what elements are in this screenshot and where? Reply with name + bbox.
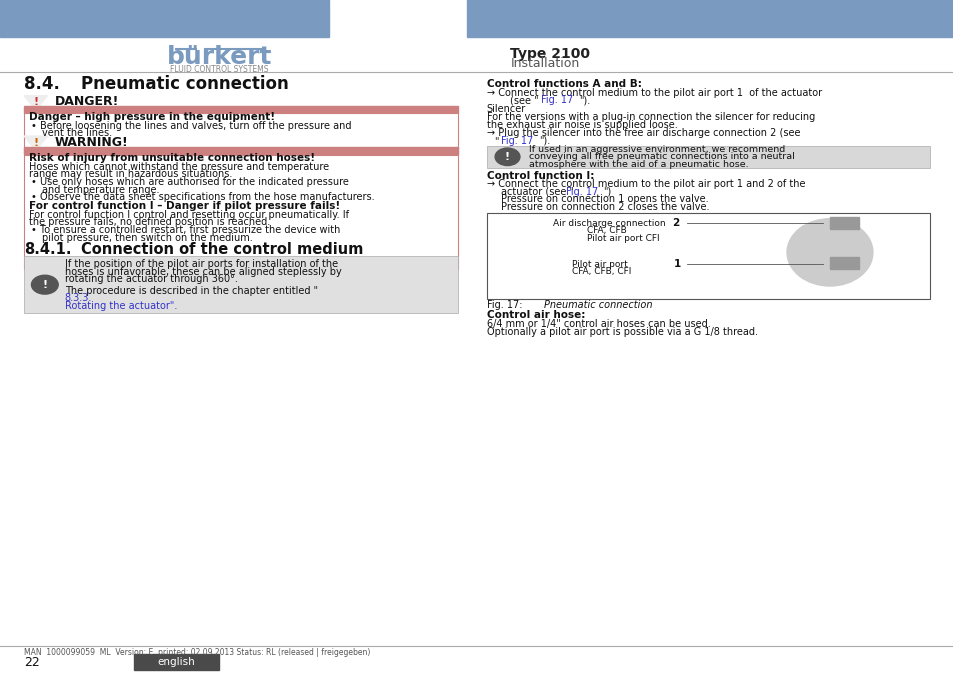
- Text: → Plug the silencer into the free air discharge connection 2 (see: → Plug the silencer into the free air di…: [486, 129, 800, 138]
- Bar: [24, 155, 457, 269]
- Text: the exhaust air noise is supplied loose.: the exhaust air noise is supplied loose.: [486, 120, 677, 129]
- Text: Fig. 17: Fig. 17: [500, 136, 533, 145]
- Text: → Connect the control medium to the pilot air port 1  of the actuator: → Connect the control medium to the pilo…: [486, 88, 821, 98]
- Text: Connection of the control medium: Connection of the control medium: [81, 242, 363, 256]
- Text: Pressure on connection 1 opens the valve.: Pressure on connection 1 opens the valve…: [500, 194, 708, 204]
- Bar: [486, 213, 929, 299]
- Text: Fig. 17:: Fig. 17:: [486, 300, 521, 310]
- Text: Pilot air port CFI: Pilot air port CFI: [586, 234, 659, 243]
- Text: If used in an aggressive environment, we recommend: If used in an aggressive environment, we…: [529, 145, 785, 154]
- Text: ": ": [494, 136, 498, 145]
- Text: Pneumatic connection: Pneumatic connection: [81, 75, 289, 93]
- Bar: [829, 257, 858, 269]
- Text: actuator (see ": actuator (see ": [500, 187, 574, 197]
- Text: Installation: Installation: [510, 57, 579, 71]
- Text: atmosphere with the aid of a pneumatic hose.: atmosphere with the aid of a pneumatic h…: [529, 160, 748, 169]
- Text: vent the lines.: vent the lines.: [42, 129, 112, 138]
- Text: For control function I – Danger if pilot pressure fails!: For control function I – Danger if pilot…: [29, 201, 339, 211]
- Text: Fig. 17: Fig. 17: [565, 187, 598, 197]
- Text: CFA, CFB: CFA, CFB: [586, 226, 626, 236]
- Text: Risk of injury from unsuitable connection hoses!: Risk of injury from unsuitable connectio…: [29, 153, 314, 163]
- Text: pilot pressure, then switch on the medium.: pilot pressure, then switch on the mediu…: [42, 233, 253, 242]
- Text: Hoses which cannot withstand the pressure and temperature: Hoses which cannot withstand the pressur…: [29, 162, 329, 172]
- Text: !: !: [33, 139, 38, 148]
- Text: conveying all free pneumatic connections into a neutral: conveying all free pneumatic connections…: [529, 152, 795, 162]
- Text: Control functions A and B:: Control functions A and B:: [486, 79, 640, 89]
- Text: english: english: [157, 658, 195, 667]
- Text: DANGER!: DANGER!: [54, 95, 118, 108]
- Text: !: !: [33, 98, 38, 107]
- Text: Control air hose:: Control air hose:: [486, 310, 584, 320]
- Text: Air discharge connection: Air discharge connection: [553, 219, 665, 228]
- Text: Optionally a pilot air port is possible via a G 1/8 thread.: Optionally a pilot air port is possible …: [486, 328, 757, 337]
- Text: Control function I:: Control function I:: [486, 172, 594, 181]
- Text: 8.3.3.: 8.3.3.: [65, 293, 92, 303]
- Bar: [24, 113, 457, 155]
- Text: CFA, CFB, CFI: CFA, CFB, CFI: [572, 267, 631, 277]
- Bar: [24, 106, 457, 113]
- Text: For control function I control and resetting occur pneumatically. If: For control function I control and reset…: [29, 210, 348, 219]
- Text: Pneumatic connection: Pneumatic connection: [543, 300, 652, 310]
- Bar: [0, 0, 329, 37]
- Text: !: !: [42, 280, 48, 289]
- Ellipse shape: [786, 219, 872, 286]
- Text: • Before loosening the lines and valves, turn off the pressure and: • Before loosening the lines and valves,…: [31, 121, 352, 131]
- Text: 2: 2: [672, 219, 679, 228]
- Circle shape: [495, 148, 519, 166]
- Text: range may result in hazardous situations.: range may result in hazardous situations…: [29, 170, 232, 179]
- Text: Rotating the actuator".: Rotating the actuator".: [65, 301, 177, 310]
- Text: 8.4.: 8.4.: [24, 75, 60, 93]
- Polygon shape: [24, 136, 48, 151]
- Text: "): "): [602, 187, 611, 197]
- Bar: [24, 147, 457, 154]
- Text: 6/4 mm or 1/4" control air hoses can be used.: 6/4 mm or 1/4" control air hoses can be …: [486, 320, 710, 329]
- Bar: [486, 146, 929, 168]
- Text: MAN  1000099059  ML  Version: E  printed: 02.09.2013 Status: RL (released | frei: MAN 1000099059 ML Version: E printed: 02…: [24, 648, 370, 658]
- Text: and temperature range.: and temperature range.: [42, 185, 159, 194]
- Polygon shape: [24, 96, 48, 110]
- Bar: [24, 256, 457, 313]
- Text: The procedure is described in the chapter entitled ": The procedure is described in the chapte…: [65, 286, 317, 295]
- Text: rotating the actuator through 360°.: rotating the actuator through 360°.: [65, 275, 237, 284]
- Text: the pressure fails, no defined position is reached.: the pressure fails, no defined position …: [29, 217, 270, 227]
- Text: → Connect the control medium to the pilot air port 1 and 2 of the: → Connect the control medium to the pilo…: [486, 180, 804, 189]
- Text: • To ensure a controlled restart, first pressurize the device with: • To ensure a controlled restart, first …: [31, 225, 340, 235]
- Text: ").: ").: [538, 136, 550, 145]
- Text: 8.4.1.: 8.4.1.: [24, 242, 71, 256]
- Text: 1: 1: [673, 260, 680, 269]
- Text: FLUID CONTROL SYSTEMS: FLUID CONTROL SYSTEMS: [170, 65, 269, 74]
- Text: WARNING!: WARNING!: [54, 136, 128, 149]
- Bar: [467, 0, 953, 37]
- Text: (see ": (see ": [510, 96, 538, 105]
- Text: Type 2100: Type 2100: [510, 47, 590, 61]
- Text: Fig. 17: Fig. 17: [540, 96, 573, 105]
- Text: Danger – high pressure in the equipment!: Danger – high pressure in the equipment!: [29, 112, 274, 122]
- Text: ").: ").: [578, 96, 590, 105]
- Text: Silencer: Silencer: [486, 104, 525, 114]
- Text: !: !: [504, 152, 510, 162]
- Text: Pilot air port: Pilot air port: [572, 260, 627, 269]
- Text: • Observe the data sheet specifications from the hose manufacturers.: • Observe the data sheet specifications …: [31, 192, 375, 202]
- Bar: [829, 217, 858, 229]
- Circle shape: [31, 275, 58, 294]
- Text: If the position of the pilot air ports for installation of the: If the position of the pilot air ports f…: [65, 260, 337, 269]
- Text: Pressure on connection 2 closes the valve.: Pressure on connection 2 closes the valv…: [500, 202, 709, 211]
- Text: • Use only hoses which are authorised for the indicated pressure: • Use only hoses which are authorised fo…: [31, 178, 349, 187]
- Text: For the versions with a plug-in connection the silencer for reducing: For the versions with a plug-in connecti…: [486, 112, 814, 122]
- Bar: [133, 654, 219, 670]
- Text: hoses is unfavorable, these can be aligned steplessly by: hoses is unfavorable, these can be align…: [65, 267, 341, 277]
- Text: bürkert: bürkert: [167, 45, 272, 69]
- Text: 22: 22: [24, 656, 40, 669]
